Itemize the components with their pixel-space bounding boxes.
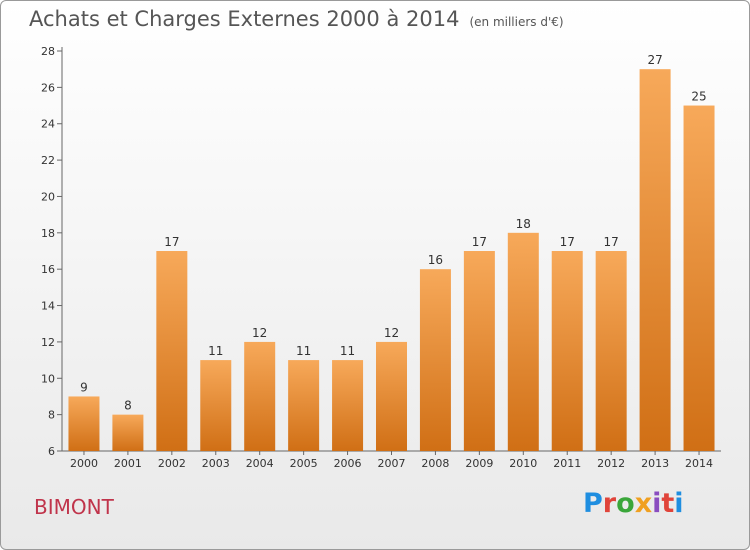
bar (551, 251, 583, 451)
logo-letter: o (616, 488, 635, 519)
x-tick-label: 2011 (553, 457, 581, 470)
y-tick-label: 6 (48, 445, 55, 458)
bar-value-label: 12 (252, 326, 267, 340)
x-tick-label: 2001 (114, 457, 142, 470)
y-tick-label: 22 (41, 154, 55, 167)
bar (595, 251, 627, 451)
bar-value-label: 25 (691, 90, 706, 104)
chart-axes: 6 8 10 12 14 16 18 20 22 24 26 28 2000 2001 2002 2003 20… (41, 45, 721, 470)
logo-letter: t (661, 488, 675, 519)
y-tick-label: 14 (41, 300, 55, 313)
x-tick-label: 2012 (597, 457, 625, 470)
x-tick-label: 2014 (685, 457, 713, 470)
x-tick-label: 2007 (378, 457, 406, 470)
y-tick-label: 28 (41, 45, 55, 58)
y-tick-label: 10 (41, 372, 55, 385)
x-tick-label: 2004 (246, 457, 274, 470)
bar-value-label: 12 (384, 326, 399, 340)
bar (200, 360, 232, 451)
bar-value-label: 11 (296, 344, 311, 358)
x-tick-label: 2006 (334, 457, 362, 470)
bar-value-label: 27 (647, 53, 662, 67)
commune-name: BIMONT (34, 495, 114, 519)
x-tick-label: 2009 (465, 457, 493, 470)
x-tick-label: 2002 (158, 457, 186, 470)
bar (68, 396, 100, 451)
y-tick-label: 26 (41, 81, 55, 94)
title-text: Achats et Charges Externes 2000 à 2014 (29, 7, 460, 31)
chart-bars: 9 8 17 11 12 11 11 12 16 17 18 17 17 27 25 (68, 53, 715, 451)
bar (244, 341, 276, 451)
bar (332, 360, 364, 451)
x-tick-label: 2000 (70, 457, 98, 470)
bar (112, 414, 144, 451)
bar (507, 232, 539, 451)
logo-letter: i (674, 488, 684, 519)
y-tick-label: 12 (41, 336, 55, 349)
y-tick-label: 8 (48, 409, 55, 422)
bar-value-label: 8 (124, 399, 132, 413)
bar-value-label: 17 (164, 235, 179, 249)
y-tick-label: 24 (41, 118, 55, 131)
bar-value-label: 9 (80, 380, 88, 394)
bar (156, 251, 188, 451)
proxiti-logo[interactable]: Proxiti (583, 488, 684, 519)
bar (683, 105, 715, 451)
bar-value-label: 18 (516, 217, 531, 231)
bar (419, 269, 451, 451)
bar-value-label: 17 (560, 235, 575, 249)
y-tick-label: 16 (41, 263, 55, 276)
chart-title: Achats et Charges Externes 2000 à 2014 (e… (29, 7, 564, 31)
logo-letter: i (652, 488, 662, 519)
bar-value-label: 11 (208, 344, 223, 358)
bar (639, 69, 671, 451)
bar-value-label: 11 (340, 344, 355, 358)
bar-value-label: 17 (604, 235, 619, 249)
x-tick-label: 2013 (641, 457, 669, 470)
logo-letter: x (634, 488, 653, 519)
logo-letter: r (602, 488, 617, 519)
y-tick-label: 20 (41, 190, 55, 203)
bar (288, 360, 320, 451)
x-tick-label: 2010 (509, 457, 537, 470)
y-tick-label: 18 (41, 227, 55, 240)
x-tick-label: 2005 (290, 457, 318, 470)
logo-letter: P (583, 488, 603, 519)
bar (376, 341, 407, 451)
x-tick-label: 2003 (202, 457, 230, 470)
bar-value-label: 17 (472, 235, 487, 249)
title-unit: (en milliers d'€) (469, 15, 564, 29)
x-tick-label: 2008 (421, 457, 449, 470)
bar (463, 251, 495, 451)
bar-value-label: 16 (428, 253, 443, 267)
